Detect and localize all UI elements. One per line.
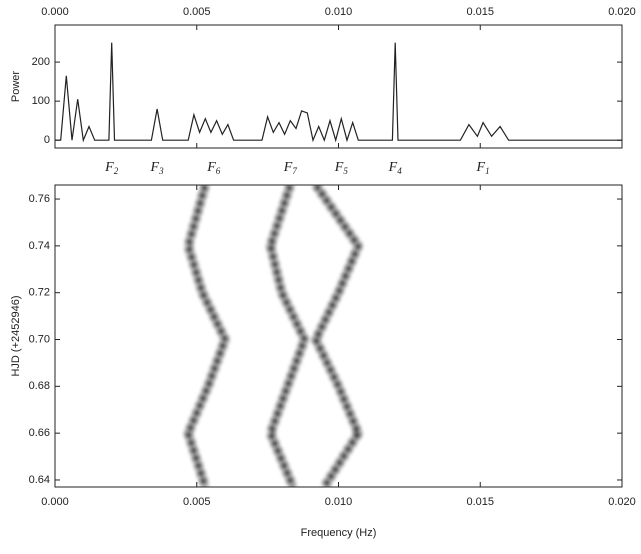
- y-tick-label: 0.72: [29, 287, 50, 299]
- peak-label: F7: [283, 160, 298, 176]
- peak-label-letter: F: [334, 160, 344, 175]
- y-tick-label: 200: [32, 56, 50, 68]
- x-tick-label: 0.000: [41, 6, 69, 18]
- peak-label: F3: [150, 160, 165, 176]
- spectrogram: [57, 185, 484, 487]
- x-tick-label: 0.015: [466, 6, 494, 18]
- x-tick-label: 0.005: [183, 496, 211, 508]
- x-tick-label: 0.015: [466, 496, 494, 508]
- y-tick-label: 0.74: [29, 240, 50, 252]
- peak-label-index: 3: [158, 166, 164, 176]
- y-tick-label: 0.70: [29, 333, 50, 345]
- peak-label-index: 2: [114, 166, 119, 176]
- y-tick-label: 0.64: [29, 474, 50, 486]
- peak-label-index: 1: [485, 166, 490, 176]
- peak-label-index: 4: [397, 166, 402, 176]
- x-tick-label: 0.020: [608, 496, 636, 508]
- peak-label: F2: [104, 160, 119, 176]
- x-tick-label: 0.010: [325, 496, 353, 508]
- peak-label-index: 7: [292, 166, 297, 176]
- power-track: [184, 185, 229, 487]
- power-track: [267, 185, 308, 487]
- peak-label-letter: F: [206, 160, 216, 175]
- y-tick-label: 0.76: [29, 193, 50, 205]
- peak-label-letter: F: [388, 160, 398, 175]
- x-axis-label: Frequency (Hz): [301, 527, 377, 539]
- y-tick-label: 0.68: [29, 380, 50, 392]
- peak-label: F6: [206, 160, 221, 176]
- peak-label-letter: F: [476, 160, 486, 175]
- peak-label-index: 6: [216, 166, 221, 176]
- peak-label-letter: F: [150, 160, 160, 175]
- y-tick-label: 0.66: [29, 427, 50, 439]
- y-tick-label: 0: [44, 134, 50, 146]
- peak-label-letter: F: [283, 160, 293, 175]
- peak-label-letter: F: [104, 160, 114, 175]
- peak-label: F1: [476, 160, 490, 176]
- y-tick-label: 100: [32, 95, 50, 107]
- peak-label: F5: [334, 160, 349, 176]
- x-tick-label: 0.005: [183, 6, 211, 18]
- plot-frame: [54, 184, 623, 488]
- peak-label: F4: [388, 160, 403, 176]
- peak-label-index: 5: [343, 166, 348, 176]
- power-track: [312, 185, 362, 487]
- x-tick-label: 0.020: [608, 6, 636, 18]
- y-axis-label: Power: [10, 71, 22, 103]
- y-axis-label: HJD (+2452946): [10, 295, 22, 376]
- power-line: [55, 42, 622, 143]
- x-tick-label: 0.000: [41, 496, 69, 508]
- x-tick-label: 0.010: [325, 6, 353, 18]
